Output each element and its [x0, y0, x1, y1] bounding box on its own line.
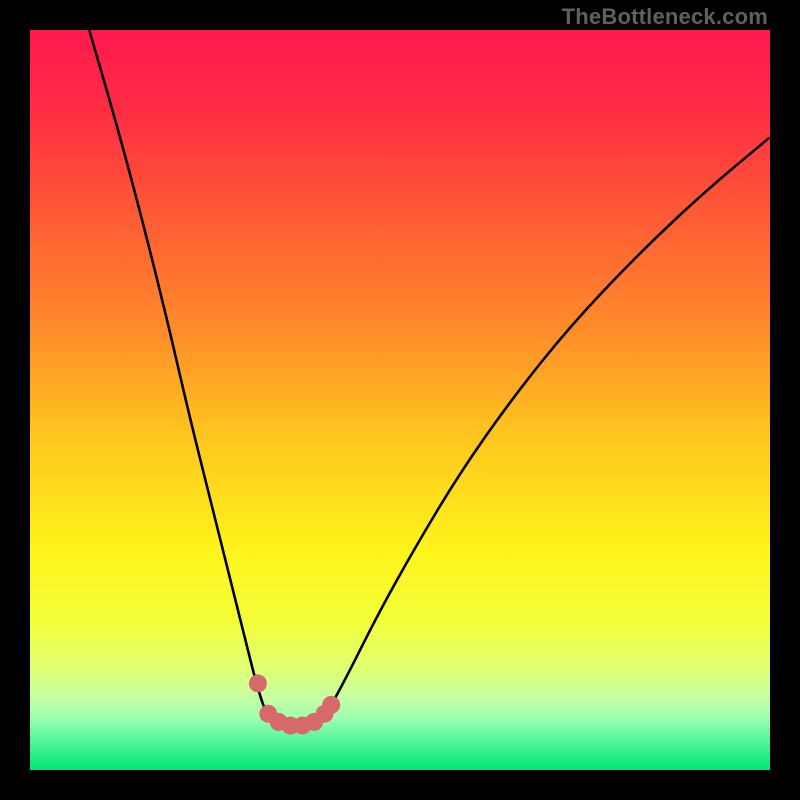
curve-layer — [30, 30, 770, 770]
outer-frame: TheBottleneck.com — [0, 0, 800, 800]
valley-marker — [249, 674, 267, 692]
watermark-text: TheBottleneck.com — [562, 4, 768, 30]
valley-marker — [322, 696, 340, 714]
plot-area — [30, 30, 770, 770]
bottleneck-curve — [89, 30, 770, 725]
